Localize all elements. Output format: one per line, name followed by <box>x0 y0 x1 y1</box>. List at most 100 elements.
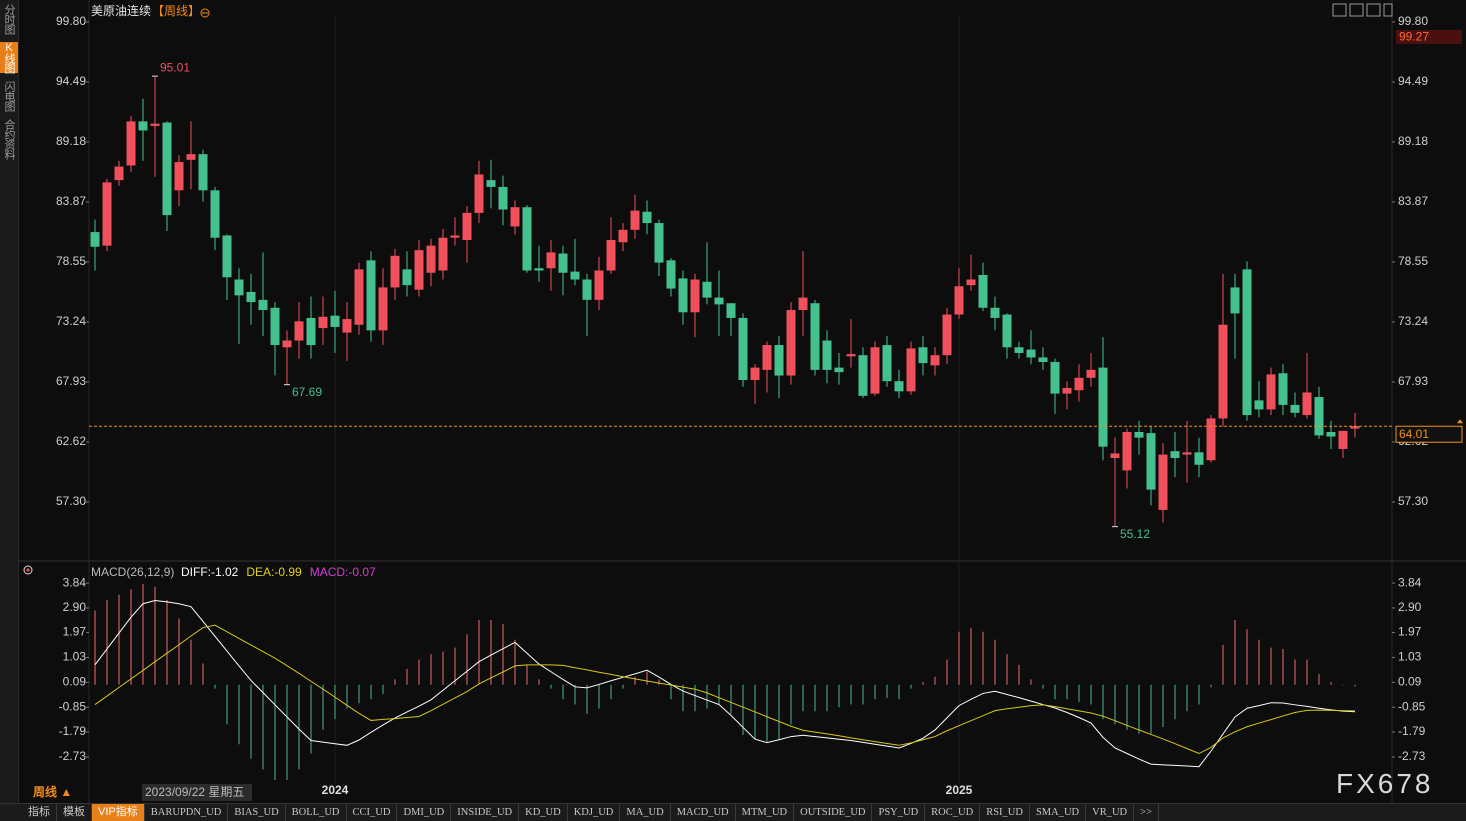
cursor-date-box <box>142 784 252 801</box>
candle-body <box>186 154 196 160</box>
indicator-tab[interactable]: RSI_UD <box>980 804 1030 821</box>
y-tick-label: 57.30 <box>1398 494 1428 508</box>
candle-body <box>222 235 232 278</box>
collapse-icon[interactable] <box>200 8 210 18</box>
y-tick-label: -2.73 <box>59 749 87 763</box>
candle-body <box>462 212 472 240</box>
y-tick-label: 67.93 <box>56 374 86 388</box>
candle-body <box>126 121 136 166</box>
indicator-tab[interactable]: VIP指标 <box>92 804 145 821</box>
candle-body <box>1098 367 1108 447</box>
candle-body <box>1062 387 1072 394</box>
candle-body <box>1338 430 1348 449</box>
indicator-tab[interactable]: INSIDE_UD <box>451 804 520 821</box>
indicator-tab[interactable]: 模板 <box>57 804 92 821</box>
price-arrow <box>1457 419 1463 424</box>
candle-body <box>150 123 160 126</box>
candle-body <box>1326 432 1336 437</box>
sidebar-tab[interactable]: 闪电图 <box>3 81 15 111</box>
candle-body <box>666 260 676 289</box>
indicator-tab[interactable]: BARUPDN_UD <box>145 804 229 821</box>
candle-body <box>1290 404 1300 413</box>
candle-body <box>330 315 340 327</box>
y-tick-label: 0.09 <box>63 674 87 688</box>
indicator-tab[interactable]: PSY_UD <box>872 804 926 821</box>
last-price-box <box>1395 425 1463 443</box>
candle-body <box>1146 433 1156 490</box>
candle-body <box>870 347 880 394</box>
candle-body <box>1110 453 1120 458</box>
macd-legend: DIFF:-1.02 <box>181 565 239 579</box>
indicator-tab[interactable]: >> <box>1134 804 1159 821</box>
indicator-tab[interactable]: KDJ_UD <box>568 804 621 821</box>
period-selector[interactable]: 周线 ▲ <box>33 784 72 799</box>
candle-body <box>1014 347 1024 353</box>
macd-icon[interactable] <box>23 565 33 575</box>
candle-body <box>582 279 592 300</box>
indicator-tab[interactable]: SMA_UD <box>1030 804 1087 821</box>
candle-body <box>846 354 856 357</box>
candle-body <box>1038 357 1048 362</box>
last-price-label: 64.01 <box>1399 427 1429 441</box>
candle-body <box>426 245 436 273</box>
candle-body <box>1314 396 1324 436</box>
candle-body <box>210 190 220 238</box>
y-tick-label: 94.49 <box>56 74 86 88</box>
indicator-tab[interactable]: KD_UD <box>519 804 568 821</box>
candle-body <box>1254 400 1264 410</box>
candle-body <box>162 122 172 216</box>
y-tick-label: -0.85 <box>59 699 87 713</box>
candle-body <box>810 303 820 370</box>
indicator-bar: 指标 模板 VIP指标 BARUPDN_UD BIAS_UD BOLL_UD CCI_UD D… <box>0 803 1466 821</box>
candle-body <box>234 279 244 296</box>
candle-body <box>414 250 424 290</box>
indicator-tab[interactable]: MTM_UD <box>736 804 795 821</box>
sidebar-tab[interactable]: K线图 <box>0 42 18 73</box>
candle-body <box>642 211 652 224</box>
candle-body <box>786 310 796 376</box>
candle-body <box>366 260 376 331</box>
y-tick-label: -1.79 <box>1398 724 1426 738</box>
candle-body <box>90 232 100 247</box>
candle-body <box>318 316 328 329</box>
indicator-tab[interactable]: 指标 <box>22 804 57 821</box>
indicator-tab[interactable]: DMI_UD <box>397 804 452 821</box>
indicator-tab[interactable]: BOLL_UD <box>286 804 347 821</box>
y-tick-label: 1.03 <box>1398 650 1422 664</box>
candle-body <box>486 180 496 187</box>
y-tick-label: 73.24 <box>56 314 86 328</box>
candle-body <box>1266 374 1276 410</box>
candle-body <box>1074 377 1084 391</box>
candle-body <box>930 355 940 366</box>
y-tick-label: 99.80 <box>56 14 86 28</box>
candle-body <box>978 275 988 308</box>
sidebar-tab[interactable]: 合约资料 <box>3 119 15 159</box>
sidebar-tab[interactable]: 分时图 <box>3 4 15 34</box>
candle-body <box>1050 361 1060 394</box>
candle-body <box>1158 454 1168 510</box>
indicator-tab[interactable]: CCI_UD <box>347 804 398 821</box>
candle-body <box>450 235 460 238</box>
indicator-tab[interactable]: MACD_UD <box>671 804 736 821</box>
candle-body <box>654 223 664 263</box>
candle-body <box>750 367 760 381</box>
candle-body <box>522 207 532 271</box>
indicator-tab[interactable]: ROC_UD <box>925 804 981 821</box>
candle-body <box>246 291 256 303</box>
indicator-tab[interactable]: VR_UD <box>1086 804 1135 821</box>
candle-body <box>858 355 868 396</box>
chart: 美原油连续 【周线】 99.27 MACD(26,12,9) 周线 ▲ 2023… <box>19 0 1466 803</box>
candle-body <box>534 268 544 271</box>
indicator-tab[interactable]: OUTSIDE_UD <box>794 804 873 821</box>
candle-body <box>510 207 520 227</box>
candle-body <box>630 210 640 230</box>
macd-legend: DEA:-0.99 <box>246 565 302 579</box>
candle-body <box>1086 369 1096 378</box>
indicator-tab[interactable]: MA_UD <box>620 804 671 821</box>
candle-body <box>1002 314 1012 348</box>
toolbar-icons[interactable] <box>1332 3 1393 17</box>
candle-body <box>546 252 556 269</box>
candle-body <box>174 162 184 191</box>
indicator-tab[interactable]: BIAS_UD <box>228 804 286 821</box>
cursor-date: 2023/09/22 星期五 <box>145 785 244 799</box>
